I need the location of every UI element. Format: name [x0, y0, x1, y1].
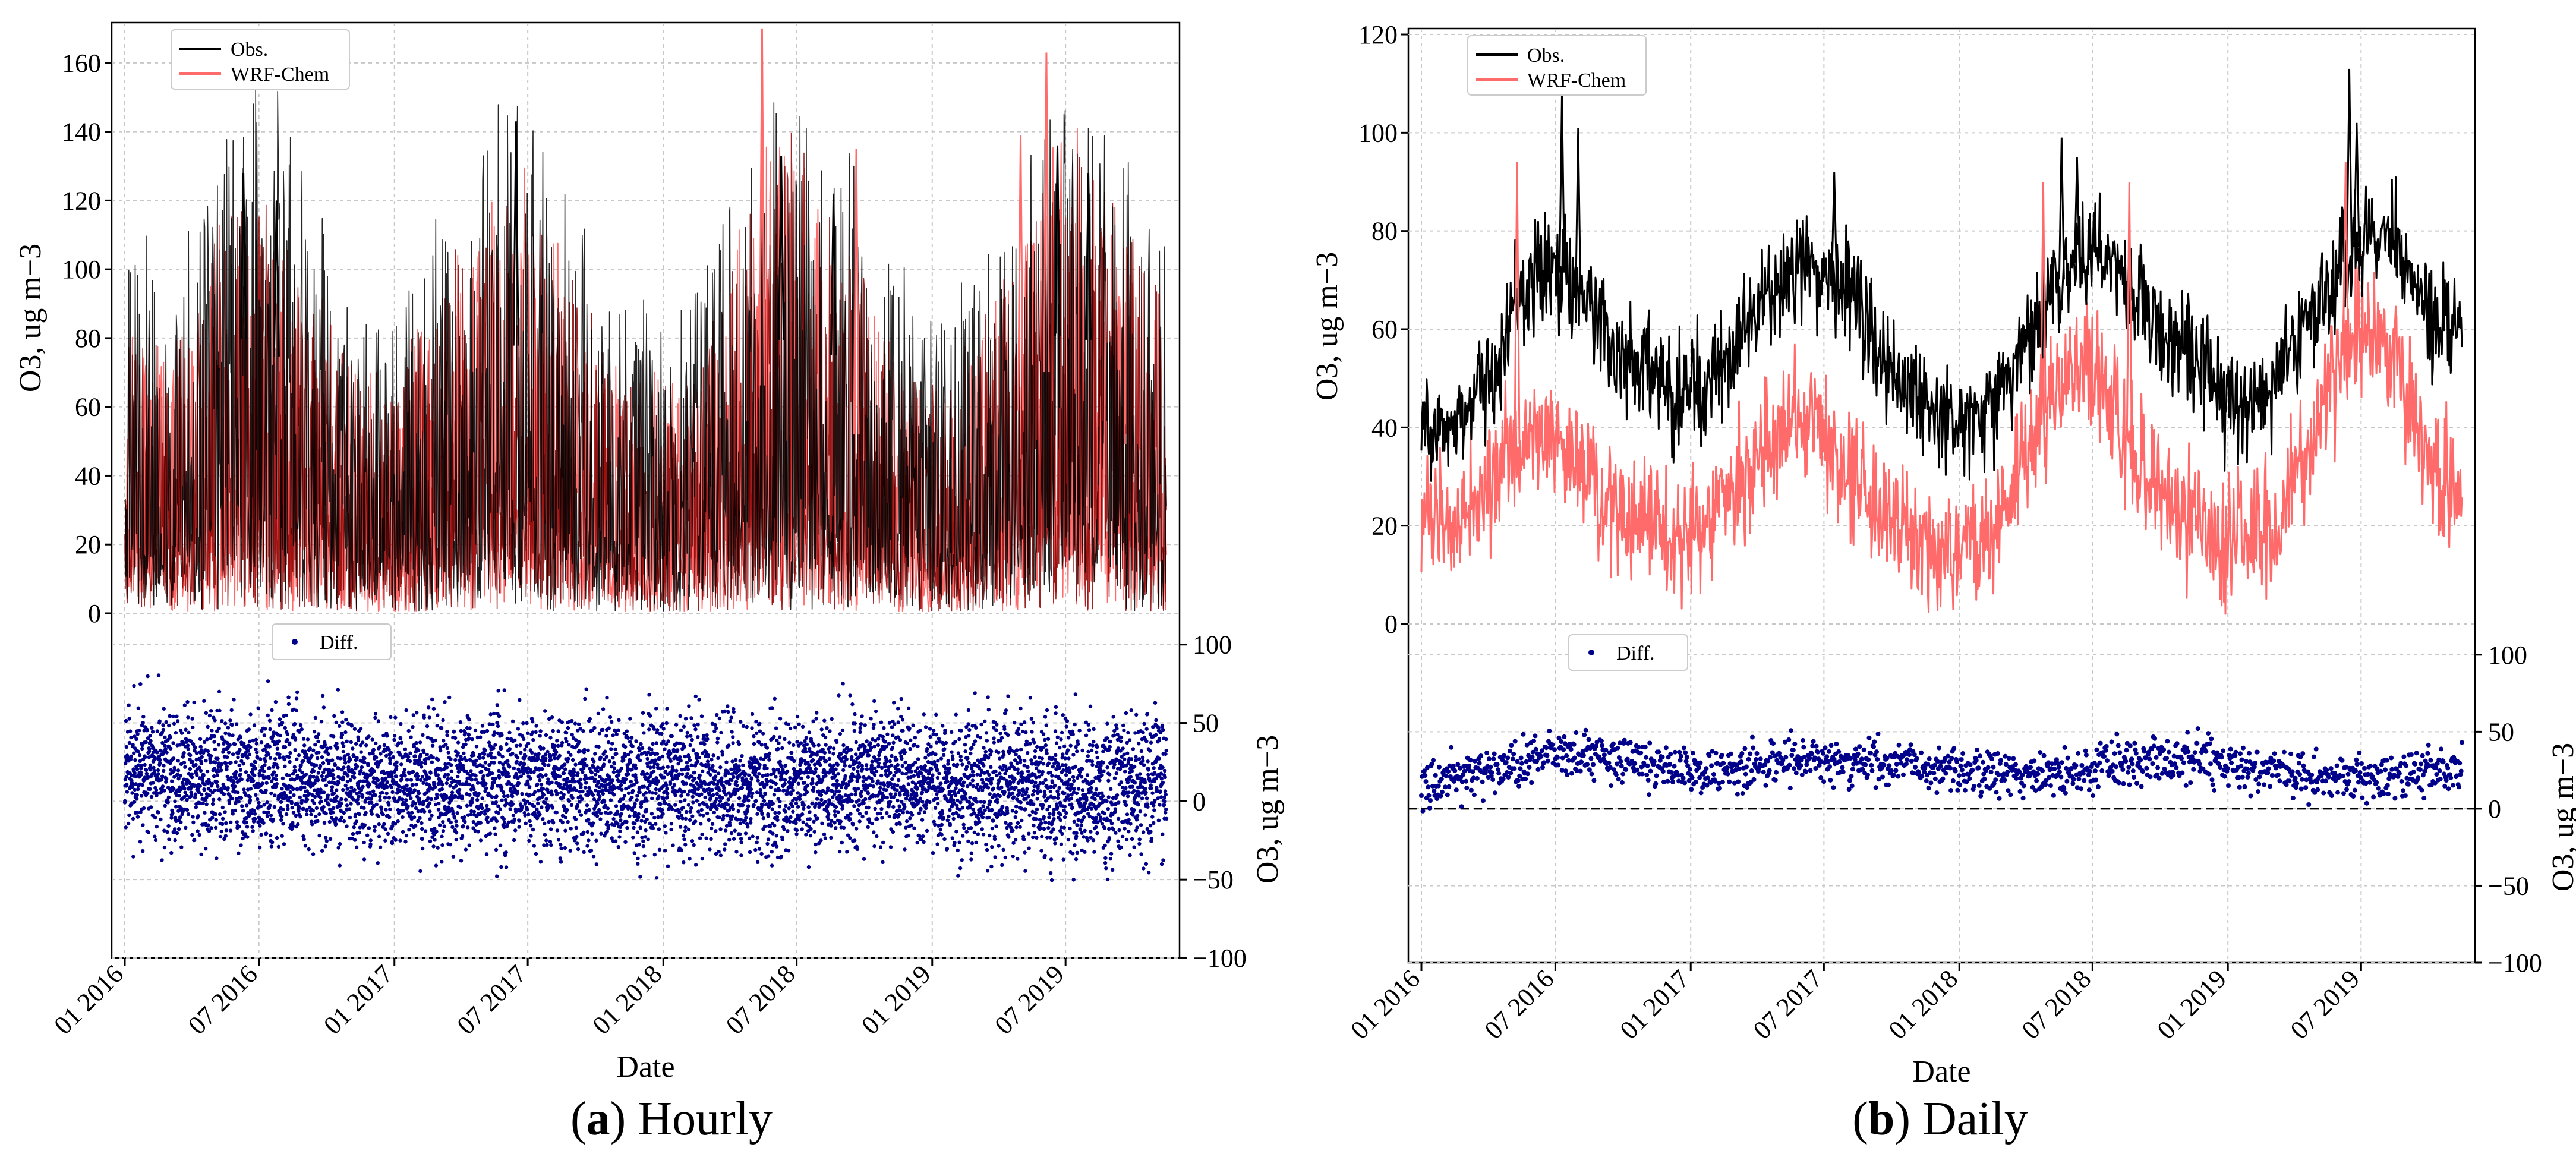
series-line-obs — [124, 89, 1167, 612]
peak-obs — [1831, 172, 1838, 278]
y-tick-label-top: 120 — [1358, 20, 1398, 49]
y-tick-label-bottom: 0 — [2488, 794, 2501, 824]
peak-obs — [2353, 122, 2360, 248]
y-tick-label-bottom: −50 — [1193, 865, 1234, 894]
caption-b-letter: b — [1868, 1093, 1895, 1145]
peak-wrf-chem — [2126, 182, 2133, 439]
peak-wrf-chem — [1514, 162, 1521, 444]
peak-obs — [2073, 157, 2080, 264]
y-tick-label-top: 0 — [88, 599, 101, 628]
x-tick-label: 07 2016 — [182, 959, 263, 1040]
x-tick-label: 01 2016 — [1345, 964, 1426, 1045]
y-tick-label-bottom: −100 — [2488, 948, 2542, 978]
legend-label-obs: Obs. — [231, 39, 268, 61]
y-tick-label-bottom: 100 — [1193, 630, 1232, 660]
legend-label-diff: Diff. — [320, 632, 358, 654]
legend-label-obs: Obs. — [1527, 45, 1565, 67]
peak-obs — [830, 193, 837, 355]
peak-obs — [2058, 137, 2065, 280]
peak-obs — [2346, 68, 2353, 257]
y-tick-label-top: 80 — [75, 324, 101, 353]
y-tick-label-bottom: 100 — [2488, 641, 2527, 670]
y-tick-label-bottom: 50 — [2488, 717, 2514, 746]
caption-b-text: Daily — [1922, 1093, 2028, 1145]
y-axis-label-bottom: O3, ug m−3 — [1251, 735, 1285, 884]
y-tick-label-top: 140 — [62, 118, 101, 147]
caption-a-letter: a — [586, 1093, 610, 1145]
x-tick-label: 01 2017 — [1615, 964, 1695, 1045]
y-tick-label-top: 80 — [1371, 217, 1398, 246]
x-tick-label: 07 2017 — [451, 959, 532, 1040]
y-axis-label-top: O3, ug m−3 — [14, 244, 48, 392]
x-tick-label: 01 2018 — [587, 959, 668, 1040]
peak-obs — [1575, 128, 1582, 294]
x-tick-label: 07 2018 — [720, 959, 801, 1040]
y-tick-label-top: 120 — [62, 186, 101, 215]
peak-wrf-chem — [1043, 52, 1050, 373]
x-tick-label: 07 2018 — [2016, 964, 2097, 1045]
y-tick-label-top: 100 — [1358, 118, 1398, 147]
x-axis-label: Date — [616, 1050, 674, 1084]
y-tick-label-top: 60 — [75, 393, 101, 422]
series-line-wrf-chem — [1420, 254, 2463, 615]
y-tick-label-top: 20 — [1371, 512, 1398, 541]
caption-a: (a) Hourly — [570, 1093, 773, 1145]
axes-frame-b — [1407, 27, 2476, 964]
y-tick-label-top: 40 — [1371, 413, 1398, 442]
x-tick-label: 07 2019 — [2285, 964, 2366, 1045]
y-tick-label-bottom: 50 — [1193, 709, 1219, 738]
x-tick-label: 07 2016 — [1479, 964, 1560, 1045]
y-tick-label-bottom: −100 — [1193, 944, 1247, 973]
peak-wrf-chem — [2342, 162, 2349, 341]
series-points-diff — [122, 673, 1169, 882]
legend-label-wrf-chem: WRF-Chem — [1527, 70, 1626, 92]
x-axis-label: Date — [1912, 1055, 1970, 1089]
y-tick-label-top: 160 — [62, 49, 101, 78]
legend-label-diff: Diff. — [1616, 642, 1655, 664]
x-tick-label: 01 2017 — [318, 959, 399, 1040]
legend-swatch-diff — [1588, 650, 1594, 655]
peak-wrf-chem — [2039, 181, 2047, 414]
legend-label-wrf-chem: WRF-Chem — [231, 64, 329, 86]
y-axis-label-top: O3, ug m−3 — [1310, 252, 1344, 401]
x-tick-label: 01 2016 — [48, 959, 129, 1040]
x-tick-label: 01 2019 — [2152, 964, 2233, 1045]
peak-obs — [273, 200, 280, 357]
peak-obs — [512, 121, 519, 346]
chart-panel-b: 0 20 40 60 80 100 120 Obs. WRF-Chem O3, ug m−3 −10… — [1310, 20, 2576, 1089]
peak-obs — [1085, 173, 1092, 340]
peak-obs — [778, 156, 785, 340]
y-tick-label-top: 40 — [75, 461, 101, 490]
legend-swatch-diff — [292, 639, 298, 645]
peak-wrf-chem — [758, 28, 765, 386]
x-tick-label: 01 2019 — [856, 959, 937, 1040]
y-tick-label-bottom: 0 — [1193, 787, 1206, 816]
x-tick-label: 07 2019 — [989, 959, 1070, 1040]
peak-wrf-chem — [853, 149, 860, 435]
legend-bottom — [272, 623, 392, 660]
y-axis-label-bottom: O3, ug m−3 — [2546, 743, 2576, 891]
x-tick-label: 01 2018 — [1883, 964, 1964, 1045]
peak-obs — [1054, 145, 1061, 336]
y-tick-label-top: 20 — [75, 530, 101, 559]
chart-panel-a: 0 20 40 60 80 100 120 140 160 Obs. WRF-Chem O3, ug … — [14, 21, 1285, 1084]
caption-b: (b) Daily — [1852, 1093, 2028, 1145]
axes-frame-a — [111, 21, 1181, 959]
y-tick-label-top: 60 — [1371, 315, 1398, 344]
y-tick-label-top: 0 — [1385, 610, 1398, 639]
series-line-obs — [1420, 176, 2463, 482]
y-tick-label-top: 100 — [62, 255, 101, 284]
series-points-diff — [1419, 726, 2464, 814]
y-tick-label-bottom: −50 — [2488, 871, 2529, 900]
legend-bottom — [1568, 634, 1688, 671]
x-tick-label: 07 2017 — [1748, 964, 1828, 1045]
caption-a-text: Hourly — [638, 1093, 773, 1145]
peak-wrf-chem — [1017, 135, 1024, 411]
peak-obs — [240, 173, 247, 339]
